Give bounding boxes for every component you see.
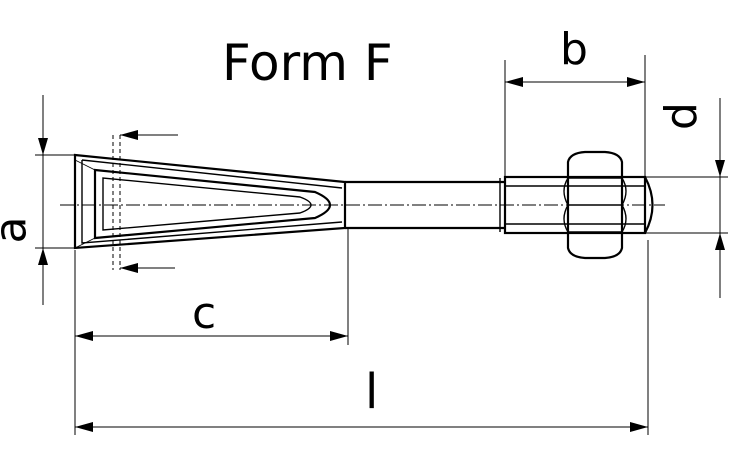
hex-nut <box>563 150 627 260</box>
dimension-d-label: d <box>655 102 707 130</box>
bolt-wedge-body <box>73 135 347 270</box>
drawing-title: Form F <box>222 34 393 92</box>
dimension-l-label: l <box>365 364 379 420</box>
dimension-b-label: b <box>560 24 588 75</box>
dimension-l <box>75 240 649 435</box>
section-arrows <box>120 130 178 273</box>
bolt-shank <box>345 178 505 232</box>
dimension-c-label: c <box>192 288 217 339</box>
dimension-d <box>645 98 728 298</box>
dimension-a <box>35 95 78 305</box>
dimension-b <box>504 55 646 178</box>
dimension-a-label: a <box>0 217 36 244</box>
dimension-c <box>74 228 349 435</box>
